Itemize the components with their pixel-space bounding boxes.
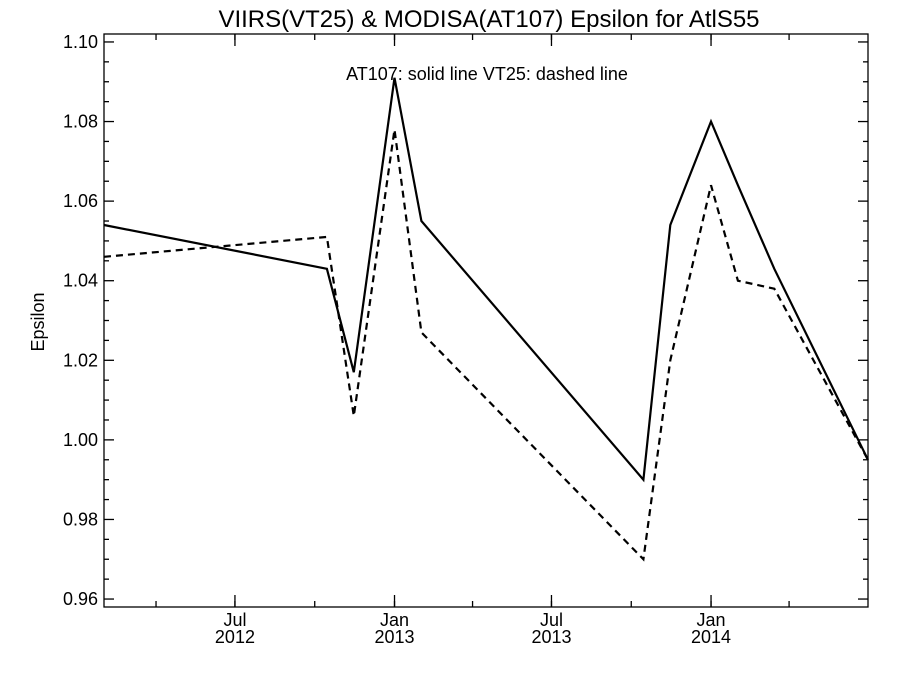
x-tick-month-label: Jul: [223, 610, 246, 630]
plot-frame: [103, 33, 869, 608]
y-tick-label: 0.96: [63, 589, 98, 609]
y-tick-label: 0.98: [63, 509, 98, 529]
y-tick-label: 1.10: [63, 32, 98, 52]
y-axis-label: Epsilon: [28, 292, 48, 351]
x-tick-year-label: 2013: [531, 627, 571, 647]
y-tick-label: 1.02: [63, 350, 98, 370]
x-tick-month-label: Jan: [380, 610, 409, 630]
series-line-vt25: [103, 129, 869, 562]
y-tick-labels: 0.96 0.98 1.00 1.02 1.04 1.06 1.08 1.10: [63, 32, 98, 609]
x-tick-month-label: Jul: [540, 610, 563, 630]
series-line-at107: [103, 77, 869, 483]
chart-title: VIIRS(VT25) & MODISA(AT107) Epsilon for …: [218, 6, 759, 33]
y-tick-label: 1.06: [63, 191, 98, 211]
series-layer: [103, 77, 869, 562]
y-tick-label: 1.00: [63, 430, 98, 450]
x-tick-month-label: Jan: [697, 610, 726, 630]
axis-ticks: [104, 34, 868, 607]
y-tick-label: 1.04: [63, 271, 98, 291]
x-tick-year-label: 2012: [215, 627, 255, 647]
chart-annotation: AT107: solid line VT25: dashed line: [346, 64, 628, 84]
x-tick-year-label: 2013: [374, 627, 414, 647]
x-tick-year-label: 2014: [691, 627, 731, 647]
y-tick-label: 1.08: [63, 112, 98, 132]
